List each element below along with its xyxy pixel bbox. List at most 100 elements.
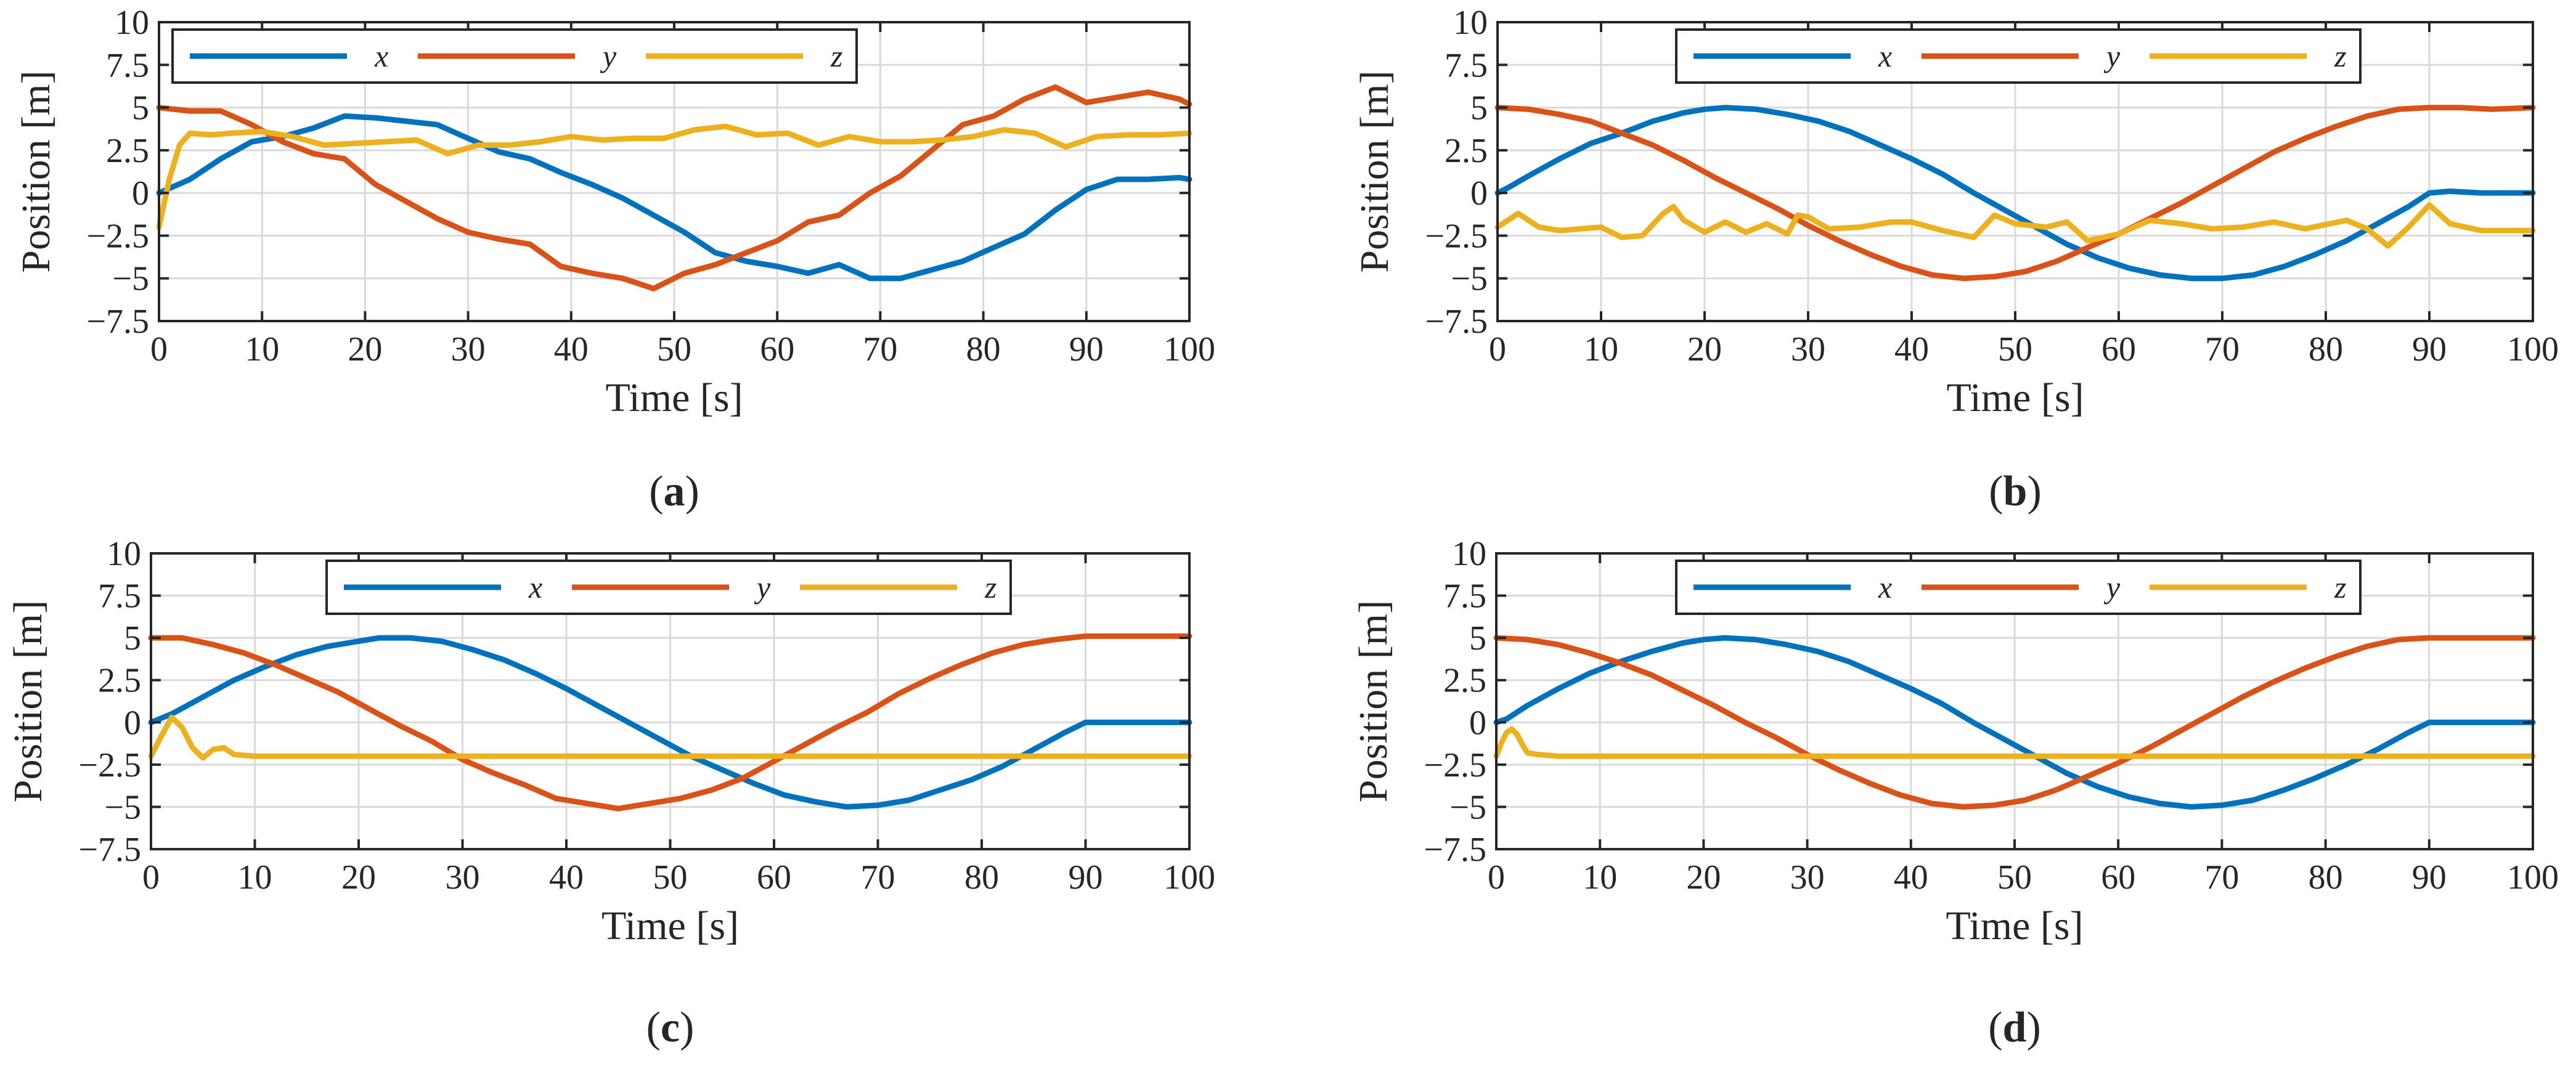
panel-caption: (c)	[646, 1004, 695, 1051]
y-tick-label: 2.5	[1445, 132, 1488, 170]
x-tick-label: 50	[657, 330, 691, 369]
y-tick-label: 2.5	[1443, 662, 1486, 700]
x-tick-label: 20	[341, 858, 376, 897]
x-tick-label: 90	[2412, 858, 2447, 897]
legend: x y z	[171, 28, 858, 84]
x-tick-label: 40	[1894, 858, 1928, 897]
x-tick-label: 80	[964, 858, 999, 897]
x-tick-label: 0	[150, 330, 168, 369]
panel-caption: (a)	[649, 468, 699, 515]
y-tick-label: 10	[1452, 535, 1486, 573]
series-y-line	[1494, 105, 2536, 282]
y-tick-label: 10	[1453, 4, 1488, 42]
x-tick-label: 100	[1164, 330, 1215, 369]
x-tick-label: 20	[1686, 858, 1721, 897]
caption-letter: a	[664, 468, 685, 515]
legend: x y z	[325, 560, 1012, 615]
series-x-line	[1493, 635, 2536, 810]
legend-label-x: x	[1878, 570, 1892, 605]
legend-label-z: z	[2334, 570, 2346, 605]
y-tick-label: −5	[1451, 260, 1488, 298]
legend-label-z: z	[984, 570, 997, 605]
y-tick-label: 5	[1470, 89, 1488, 128]
y-tick-label: 5	[132, 89, 149, 128]
x-tick-label: 100	[2507, 330, 2559, 369]
y-axis-label: Position [m]	[6, 600, 51, 802]
y-tick-label: 2.5	[98, 662, 141, 700]
x-axis-label: Time [s]	[601, 903, 739, 948]
x-tick-label: 10	[245, 330, 279, 369]
series-z-line	[1493, 726, 2536, 759]
panel-caption: (b)	[1989, 468, 2042, 515]
y-tick-label: −5	[112, 260, 149, 298]
x-tick-label: 50	[1997, 858, 2032, 897]
x-tick-label: 70	[2205, 330, 2240, 369]
legend: x y z	[1675, 28, 2362, 84]
series-z-line	[1494, 202, 2536, 249]
y-axis-label: Position [m]	[1351, 600, 1396, 802]
y-tick-label: 10	[107, 535, 141, 573]
x-tick-label: 0	[142, 858, 160, 897]
x-tick-label: 30	[1790, 858, 1825, 897]
y-tick-label: −5	[104, 788, 141, 826]
legend-label-y: y	[2103, 570, 2121, 605]
x-tick-label: 80	[966, 330, 1001, 369]
x-tick-label: 30	[1791, 330, 1825, 369]
series-y-line	[1493, 635, 2536, 810]
y-tick-label: 10	[115, 4, 149, 42]
x-tick-label: 70	[2204, 858, 2239, 897]
x-tick-label: 0	[1489, 330, 1506, 369]
x-tick-label: 90	[1069, 858, 1103, 897]
legend-label-y: y	[754, 570, 771, 605]
x-tick-label: 60	[757, 858, 791, 897]
y-tick-label: 7.5	[98, 577, 141, 616]
y-tick-label: 7.5	[1443, 577, 1486, 616]
x-tick-label: 60	[2101, 858, 2135, 897]
x-tick-label: 40	[1894, 330, 1929, 369]
y-tick-label: 0	[1470, 174, 1488, 213]
x-tick-label: 90	[2412, 330, 2447, 369]
x-tick-label: 70	[861, 858, 895, 897]
x-tick-label: 0	[1488, 858, 1505, 897]
caption-letter: c	[661, 1004, 680, 1051]
series-x-line	[148, 635, 1192, 810]
legend-label-y: y	[2103, 39, 2121, 73]
series-y-line	[148, 633, 1192, 812]
y-axis-label: Position [m]	[1352, 70, 1397, 272]
legend-label-z: z	[830, 39, 842, 73]
y-tick-label: −7.5	[78, 831, 141, 869]
series-x-line	[156, 113, 1192, 282]
panel-caption: (d)	[1988, 1004, 2041, 1051]
x-tick-label: 10	[1583, 858, 1617, 897]
panel-b: 0 10 20 30 40 50 60 70 80 90 100 −7.5 −5 −2.5 0 2.5 5 7.5…	[1352, 4, 2559, 515]
series-y-line	[156, 84, 1192, 291]
y-tick-label: 5	[1469, 619, 1486, 658]
panel-a: 0 10 20 30 40 50 60 70 80 90 100 −7.5 −5 −2.5 0 2.5 5 7.5…	[14, 4, 1215, 515]
panel-c: 0 10 20 30 40 50 60 70 80 90 100 −7.5 −5 −2.5 0 2.5 57.5…	[6, 535, 1215, 1051]
legend-label-x: x	[528, 570, 542, 605]
x-tick-label: 40	[549, 858, 584, 897]
x-axis-label: Time [s]	[1946, 375, 2084, 420]
series-z-line	[148, 714, 1192, 761]
y-tick-label: 5	[124, 619, 141, 658]
x-tick-label: 80	[2309, 330, 2343, 369]
legend-label-y: y	[600, 39, 617, 73]
x-tick-label: 40	[554, 330, 589, 369]
y-tick-label: −2.5	[1425, 217, 1488, 255]
caption-letter: d	[2003, 1004, 2027, 1051]
y-tick-label: 2.5	[106, 132, 149, 170]
x-tick-label: 50	[653, 858, 688, 897]
x-tick-label: 30	[451, 330, 486, 369]
y-tick-label: −2.5	[1424, 746, 1486, 784]
x-tick-label: 50	[1998, 330, 2032, 369]
x-axis-label: Time [s]	[1946, 903, 2083, 948]
series-x-line	[1494, 105, 2536, 282]
y-tick-label: 0	[132, 174, 149, 213]
legend-label-z: z	[2334, 39, 2346, 73]
y-tick-label: −2.5	[86, 217, 149, 255]
x-tick-label: 60	[2101, 330, 2136, 369]
x-tick-label: 10	[1584, 330, 1618, 369]
y-tick-label: −7.5	[86, 303, 149, 341]
y-axis-label: Position [m]	[14, 70, 59, 272]
